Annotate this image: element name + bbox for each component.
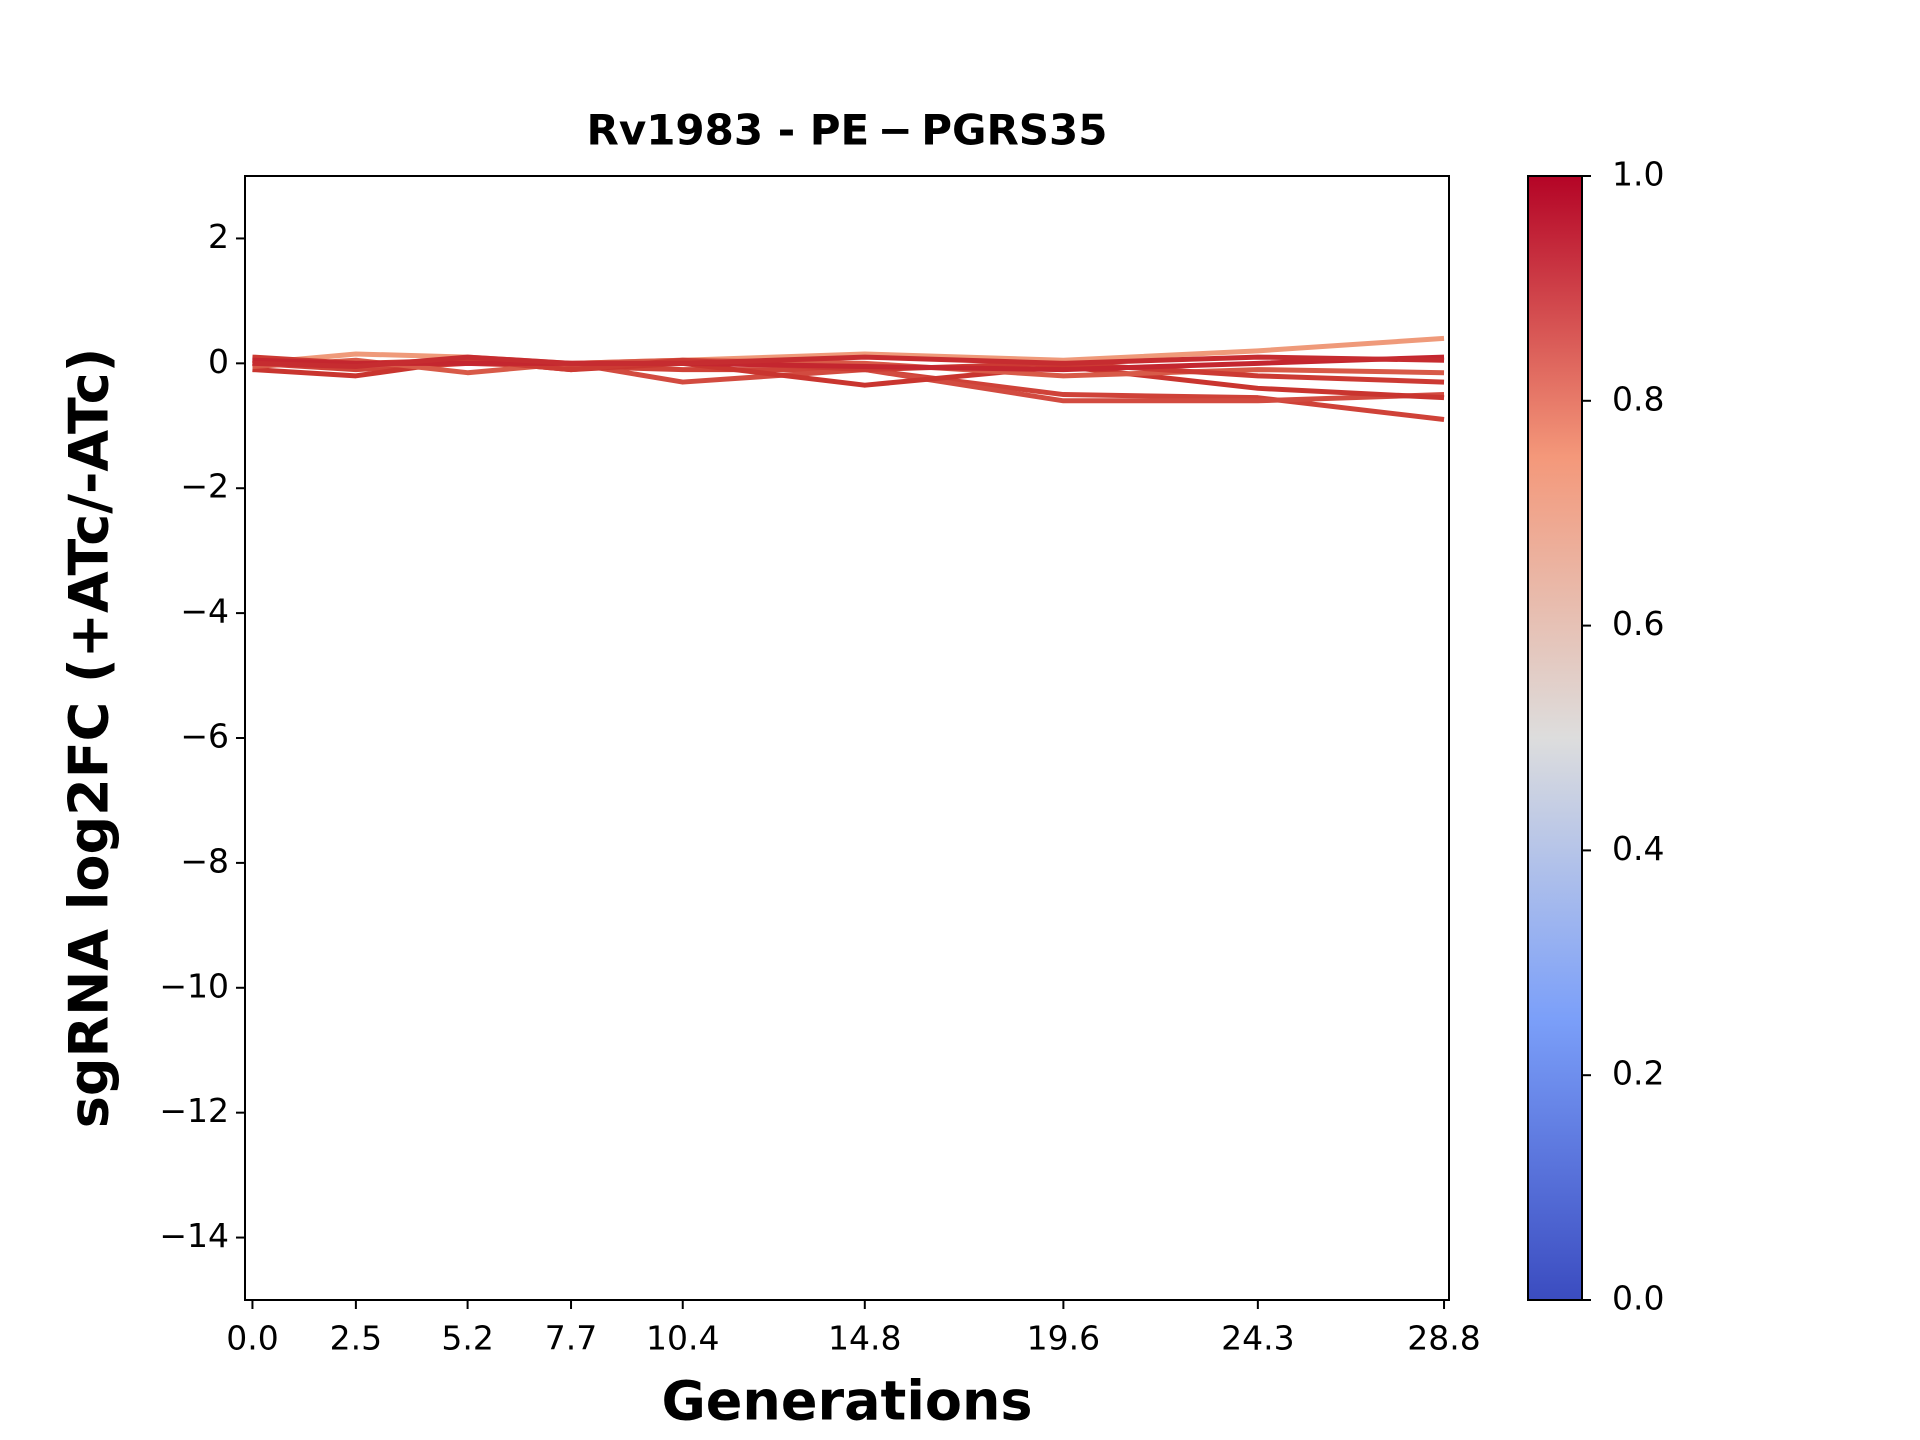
x-tick-label: 0.0	[226, 1319, 278, 1358]
chart-title: Rv1983 - PE − PGRS35	[586, 106, 1107, 155]
colorbar-tick-label: 0.4	[1612, 829, 1664, 868]
y-tick-label: −4	[180, 592, 229, 631]
plot-area	[252, 335, 1445, 423]
x-tick-label: 19.6	[1027, 1319, 1100, 1358]
y-tick-label: −14	[159, 1216, 229, 1255]
y-tick-label: 2	[208, 217, 229, 256]
colorbar-tick-label: 0.6	[1612, 604, 1664, 643]
y-tick-label: −12	[159, 1091, 229, 1130]
colorbar	[1527, 175, 1583, 1301]
axes-frame	[244, 175, 1450, 1301]
x-tick-label: 24.3	[1221, 1319, 1294, 1358]
y-tick-label: 0	[208, 342, 229, 381]
series-line	[252, 354, 1445, 369]
colorbar-tick-label: 0.8	[1612, 379, 1664, 418]
series-line	[252, 360, 1445, 423]
x-tick-label: 28.8	[1407, 1319, 1480, 1358]
x-tick-label: 7.7	[545, 1319, 597, 1358]
colorbar-tick-label: 1.0	[1612, 155, 1664, 194]
y-tick-label: −6	[180, 717, 229, 756]
y-tick-label: −10	[159, 966, 229, 1005]
y-tick-label: −2	[180, 467, 229, 506]
x-tick-label: 14.8	[828, 1319, 901, 1358]
x-tick-label: 10.4	[646, 1319, 719, 1358]
x-axis-label: Generations	[661, 1370, 1032, 1433]
y-tick-label: −8	[180, 841, 229, 880]
colorbar-tick-label: 0.0	[1612, 1279, 1664, 1318]
colorbar-tick-label: 0.2	[1612, 1054, 1664, 1093]
x-tick-label: 5.2	[441, 1319, 493, 1358]
y-axis-label: sgRNA log2FC (+ATc/-ATc)	[58, 348, 121, 1129]
x-tick-label: 2.5	[330, 1319, 382, 1358]
